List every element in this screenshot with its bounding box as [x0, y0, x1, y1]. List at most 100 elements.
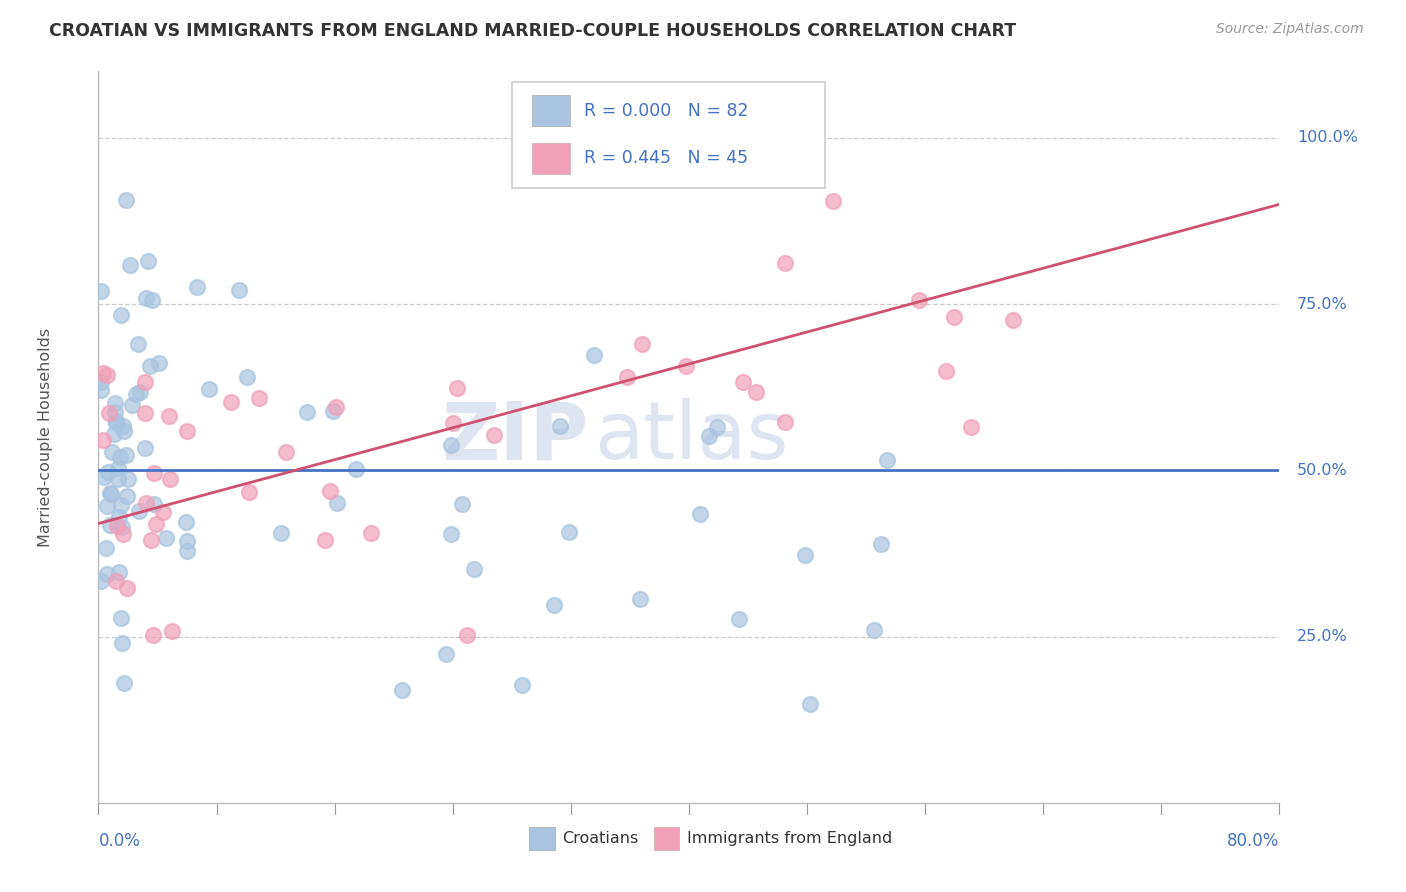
Text: R = 0.445   N = 45: R = 0.445 N = 45: [583, 149, 748, 168]
Point: [157, 409, 180, 423]
Point: [876, 452, 898, 467]
Point: [104, 395, 127, 409]
Point: [238, 485, 260, 500]
Point: [90, 376, 112, 390]
Point: [510, 678, 533, 692]
Point: [107, 510, 129, 524]
Text: ZIP: ZIP: [441, 398, 589, 476]
Point: [907, 293, 929, 308]
Point: [799, 697, 821, 711]
Point: [110, 308, 132, 322]
Point: [314, 533, 336, 547]
Point: [97, 465, 120, 479]
Point: [960, 420, 983, 434]
Text: Source: ZipAtlas.com: Source: ZipAtlas.com: [1216, 22, 1364, 37]
Point: [112, 676, 135, 690]
Point: [236, 369, 259, 384]
Point: [108, 450, 131, 465]
Text: 80.0%: 80.0%: [1227, 832, 1279, 850]
Point: [101, 444, 124, 458]
Point: [159, 472, 181, 486]
FancyBboxPatch shape: [531, 143, 569, 174]
Point: [152, 505, 174, 519]
Text: 25.0%: 25.0%: [1298, 629, 1348, 644]
Point: [162, 624, 184, 639]
Point: [96, 566, 118, 581]
Point: [198, 382, 221, 396]
Point: [558, 524, 581, 539]
Point: [142, 628, 165, 642]
Point: [675, 359, 697, 373]
Point: [139, 533, 162, 547]
Point: [134, 406, 156, 420]
Point: [247, 391, 270, 405]
Point: [108, 565, 131, 579]
Point: [319, 484, 342, 499]
Point: [129, 384, 152, 399]
Point: [344, 461, 367, 475]
Point: [794, 549, 817, 563]
FancyBboxPatch shape: [512, 82, 825, 188]
Point: [322, 404, 344, 418]
Point: [114, 448, 136, 462]
Point: [104, 405, 127, 419]
Point: [98, 486, 121, 500]
Point: [219, 394, 242, 409]
Point: [134, 442, 156, 456]
Point: [176, 534, 198, 549]
Point: [174, 515, 197, 529]
Point: [117, 472, 139, 486]
Text: Immigrants from England: Immigrants from England: [686, 831, 891, 847]
Point: [143, 497, 166, 511]
Point: [90, 383, 112, 397]
Point: [934, 363, 956, 377]
Point: [616, 370, 638, 384]
Point: [90, 574, 112, 588]
Point: [115, 581, 138, 595]
Point: [440, 438, 463, 452]
Point: [270, 525, 292, 540]
Point: [136, 254, 159, 268]
Point: [434, 647, 457, 661]
Text: 100.0%: 100.0%: [1298, 130, 1358, 145]
Point: [706, 420, 728, 434]
Point: [325, 401, 347, 415]
Point: [728, 612, 751, 626]
Point: [91, 366, 114, 380]
Point: [105, 414, 128, 428]
Point: [98, 518, 121, 533]
Point: [96, 368, 118, 383]
Point: [360, 526, 382, 541]
Point: [107, 460, 129, 475]
Point: [91, 434, 114, 448]
Point: [115, 489, 138, 503]
Point: [98, 406, 121, 420]
Point: [128, 504, 150, 518]
Point: [821, 194, 844, 208]
Point: [446, 381, 468, 395]
Point: [773, 415, 796, 429]
Point: [733, 375, 755, 389]
Text: CROATIAN VS IMMIGRANTS FROM ENGLAND MARRIED-COUPLE HOUSEHOLDS CORRELATION CHART: CROATIAN VS IMMIGRANTS FROM ENGLAND MARR…: [49, 22, 1017, 40]
Point: [441, 416, 464, 430]
Point: [96, 499, 118, 513]
Point: [112, 424, 135, 438]
Point: [186, 280, 208, 294]
Point: [112, 527, 135, 541]
Point: [543, 598, 565, 612]
Point: [107, 519, 129, 533]
Point: [104, 574, 127, 588]
Point: [450, 497, 472, 511]
Point: [134, 375, 156, 389]
Point: [107, 472, 129, 486]
Text: 50.0%: 50.0%: [1298, 463, 1348, 478]
Text: R = 0.000   N = 82: R = 0.000 N = 82: [583, 102, 748, 120]
Point: [93, 470, 115, 484]
Point: [142, 466, 165, 480]
Point: [326, 496, 349, 510]
Point: [869, 537, 891, 551]
Point: [943, 310, 966, 324]
Text: atlas: atlas: [595, 398, 789, 476]
Point: [773, 256, 796, 270]
Point: [104, 417, 127, 431]
